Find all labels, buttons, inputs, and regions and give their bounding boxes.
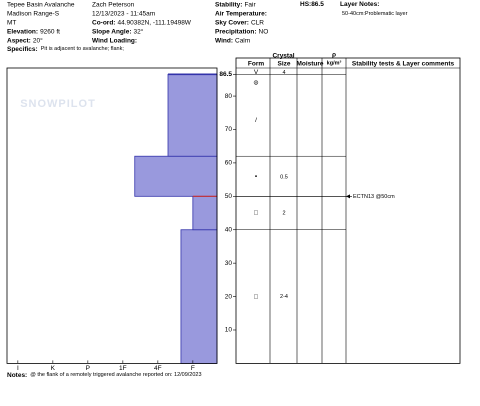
field-label: Aspect:: [7, 37, 31, 44]
field-value: Tepee Basin Avalanche: [7, 1, 75, 8]
header-field: Tepee Basin Avalanche: [7, 1, 75, 8]
header-field: Co-ord: 44.90382N, -111.19498W: [92, 19, 192, 26]
table-header: Size: [277, 61, 290, 68]
field-value: NO: [259, 28, 269, 35]
field-label: Wind Loading:: [92, 37, 137, 44]
field-label: Air Temperature:: [215, 10, 267, 17]
hs: HS:86.5: [300, 1, 324, 8]
crystal-form: ⊚: [253, 79, 259, 86]
y-tick-label: 20: [225, 293, 233, 300]
hardness-layer: [167, 73, 218, 157]
hardness-layer: [180, 229, 218, 364]
header-field: Elevation: 9260 ft: [7, 28, 60, 35]
table-header: Crystal: [272, 53, 294, 60]
y-tick-label: 30: [225, 260, 233, 267]
header-field: 12/13/2023 - 11:45am: [92, 10, 155, 17]
specifics-value: Pit is adjacent to avalanche; flank;: [41, 46, 125, 52]
y-tick-label: 80: [225, 93, 233, 100]
field-value: CLR: [251, 19, 264, 26]
field-value: 44.90382N, -111.19498W: [117, 19, 191, 26]
x-tick-label: I: [17, 365, 19, 372]
header-field: Sky Cover: CLR: [215, 19, 264, 26]
crystal-form: •: [255, 174, 258, 181]
field-value: MT: [7, 19, 16, 26]
table-header: kg/m³: [327, 59, 342, 66]
watermark: SNOWPILOT: [20, 98, 96, 110]
header-field: Aspect: 20°: [7, 36, 43, 44]
x-tick-label: F: [191, 365, 195, 372]
layer-notes: 50-40cm:Problematic layer: [342, 11, 408, 17]
table-frame: [235, 57, 461, 364]
x-tick-label: K: [51, 365, 56, 372]
header-field: Wind: Calm: [215, 37, 250, 44]
table-header: Moisture: [296, 61, 323, 68]
field-label: Stability:: [215, 1, 242, 8]
notes-value: @ the flank of a remotely triggered aval…: [30, 372, 201, 378]
header-field: Madison Range-S: [7, 10, 60, 17]
field-label: Co-ord:: [92, 19, 115, 26]
specifics: Specifics: Pit is adjacent to avalanche; …: [7, 46, 124, 53]
field-value: Fair: [244, 1, 256, 8]
header-field: Zach Peterson: [92, 1, 135, 8]
footer-notes: Notes: @ the flank of a remotely triggere…: [7, 372, 202, 379]
field-value: 12/13/2023 - 11:45am: [92, 10, 155, 17]
x-tick-label: P: [86, 365, 90, 372]
field-label: Sky Cover:: [215, 19, 249, 26]
field-label: Precipitation:: [215, 28, 257, 35]
notes-label: Notes:: [7, 372, 27, 379]
field-value: Madison Range-S: [7, 10, 60, 17]
y-tick-label: 70: [225, 126, 233, 133]
field-value: 20°: [33, 36, 43, 44]
field-value: 9260 ft: [40, 28, 60, 35]
y-tick-label: 60: [225, 160, 233, 167]
header-field: Precipitation: NO: [215, 28, 268, 35]
y-tick-label: 40: [225, 226, 233, 233]
crystal-form: □: [254, 293, 258, 300]
table-header: Stability tests & Layer comments: [352, 61, 455, 68]
x-tick-label: 4F: [154, 365, 162, 372]
x-tick-label: 1F: [119, 365, 127, 372]
header-field: Air Temperature:: [215, 10, 267, 17]
header-field: Stability: Fair: [215, 1, 256, 8]
crystal-size: 0.5: [280, 174, 288, 180]
header-field: Slope Angle: 32°: [92, 27, 144, 35]
hardness-layer: [134, 155, 218, 197]
field-label: Slope Angle:: [92, 28, 131, 35]
hardness-layer: [192, 195, 218, 231]
crystal-form: V: [254, 69, 259, 76]
layer-notes-title: Layer Notes:: [340, 1, 379, 8]
header-field: MT: [7, 19, 16, 26]
field-label: Elevation:: [7, 28, 38, 35]
test-arrow: [346, 194, 350, 199]
crystal-size: 2: [282, 210, 285, 216]
y-tick-label: 10: [225, 327, 233, 334]
test-label: ECTN13 @50cm: [353, 194, 395, 200]
y-tick-label: 50: [225, 193, 233, 200]
table-header: ρ: [332, 52, 336, 59]
plot-frame: [6, 67, 218, 364]
field-label: Wind:: [215, 37, 233, 44]
field-value: 32°: [133, 27, 143, 35]
crystal-size: 2-4: [280, 294, 288, 300]
header-field: Wind Loading:: [92, 37, 137, 44]
crystal-form: □: [254, 210, 258, 217]
crystal-size: 4: [282, 70, 285, 76]
table-header: Form: [248, 61, 264, 68]
specifics-label: Specifics:: [7, 46, 38, 53]
crystal-form: /: [255, 117, 257, 124]
field-value: Zach Peterson: [92, 1, 135, 8]
y-tick-label: 86.5: [219, 71, 232, 78]
field-value: Calm: [235, 37, 250, 44]
